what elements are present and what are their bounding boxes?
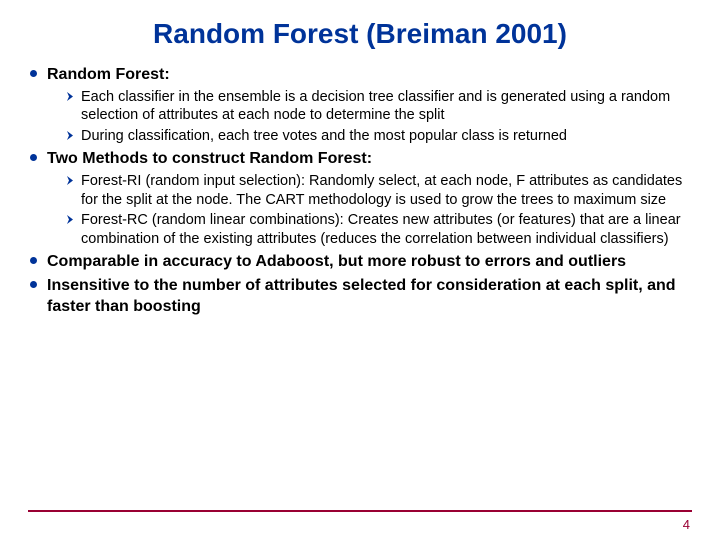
bullet-heading: Comparable in accuracy to Adaboost, but … [47,251,626,273]
bullet-dot-icon [30,70,37,77]
bullet-item: Random Forest: [28,64,692,86]
sub-bullet-item: Forest-RI (random input selection): Rand… [28,172,692,210]
bullet-dot-icon [30,154,37,161]
bullet-heading: Insensitive to the number of attributes … [47,275,692,318]
sub-bullet-text: Each classifier in the ensemble is a dec… [81,88,692,126]
bullet-dot-icon [30,281,37,288]
slide-title: Random Forest (Breiman 2001) [28,18,692,50]
arrow-icon [66,130,75,141]
sub-bullet-item: During classification, each tree votes a… [28,127,692,146]
sub-bullet-text: Forest-RC (random linear combinations): … [81,211,692,249]
page-number: 4 [683,517,690,532]
bullet-heading: Two Methods to construct Random Forest: [47,148,372,170]
footer-divider [28,510,692,512]
slide-content: Random Forest:Each classifier in the ens… [28,64,692,318]
arrow-icon [66,175,75,186]
sub-bullet-item: Forest-RC (random linear combinations): … [28,211,692,249]
bullet-item: Insensitive to the number of attributes … [28,275,692,318]
arrow-icon [66,91,75,102]
bullet-heading: Random Forest: [47,64,170,86]
sub-bullet-text: Forest-RI (random input selection): Rand… [81,172,692,210]
bullet-item: Comparable in accuracy to Adaboost, but … [28,251,692,273]
slide: Random Forest (Breiman 2001) Random Fore… [0,0,720,540]
bullet-dot-icon [30,257,37,264]
bullet-item: Two Methods to construct Random Forest: [28,148,692,170]
sub-bullet-text: During classification, each tree votes a… [81,127,567,146]
sub-bullet-item: Each classifier in the ensemble is a dec… [28,88,692,126]
arrow-icon [66,214,75,225]
